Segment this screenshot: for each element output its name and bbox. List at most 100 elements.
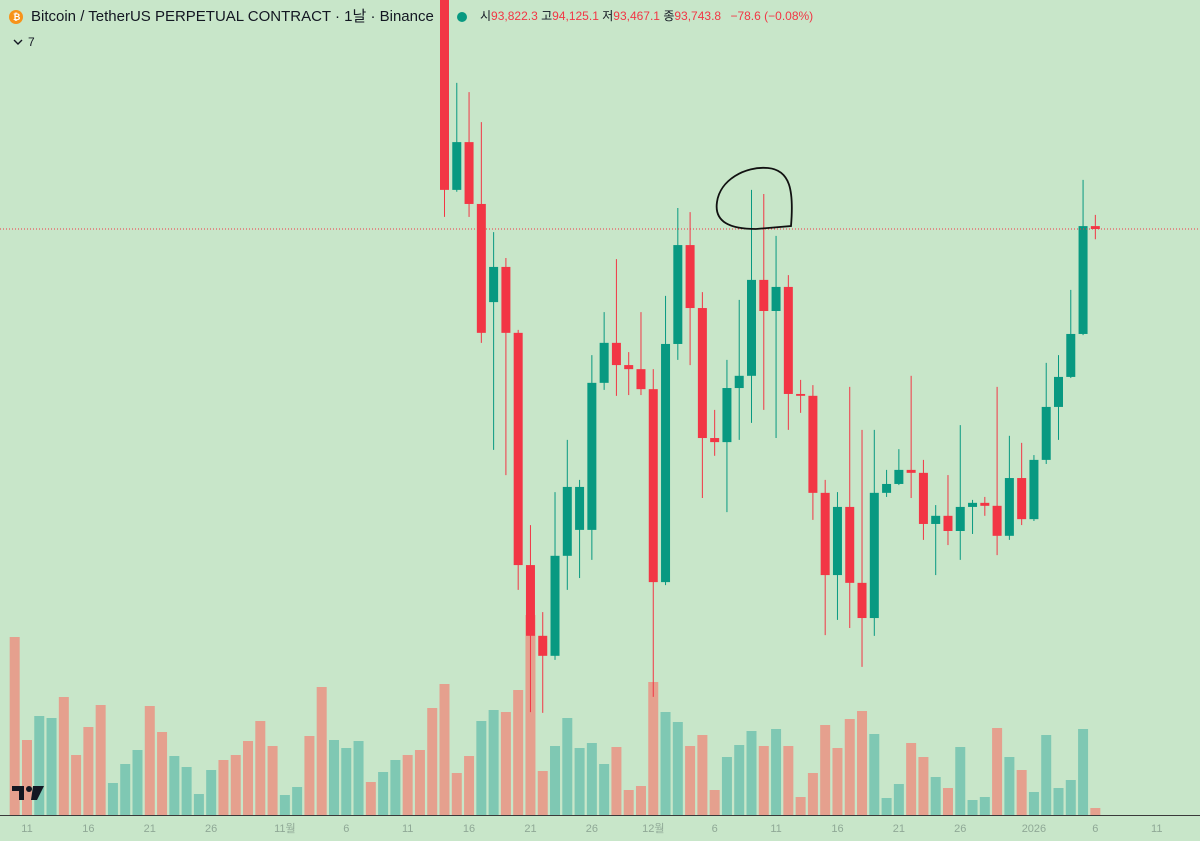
x-axis: 11 16 21 26 11월 6 11 16 21 26 12월 6 11 16 21 26 2026 6 11: [21, 822, 1162, 835]
tradingview-logo: [12, 786, 44, 800]
open-label: 시: [480, 9, 491, 23]
volume-bar: [476, 721, 487, 815]
volume-bar: [832, 748, 843, 815]
volume-bar: [525, 615, 536, 815]
candle-body: [636, 369, 646, 390]
volume-bar: [685, 746, 696, 815]
candle-body: [992, 505, 1002, 536]
logo-part: [26, 786, 32, 792]
candles: [440, 0, 1100, 713]
volume-bar: [869, 734, 880, 815]
volume-bar: [83, 727, 94, 815]
bitcoin-icon: [9, 10, 23, 24]
volume-bar: [648, 682, 659, 815]
volume-bar: [721, 757, 732, 815]
close-value: 93,743.8: [674, 9, 721, 23]
volume-bar: [451, 773, 462, 815]
volume-bar: [550, 746, 561, 815]
x-tick-label: 2026: [1022, 823, 1046, 835]
volume-bar: [599, 764, 610, 815]
x-tick-label: 16: [463, 823, 475, 835]
volume-bar: [46, 718, 57, 815]
hand-drawn-circle: [715, 167, 793, 230]
volume-bar: [881, 798, 892, 815]
candle-body: [1004, 478, 1014, 536]
candle-body: [845, 506, 855, 583]
candle-body: [685, 245, 695, 309]
volume-bar: [930, 777, 941, 815]
x-tick-label: 26: [205, 823, 217, 835]
candle-body: [587, 382, 597, 530]
candle-body: [538, 635, 548, 656]
candle-body: [513, 332, 523, 566]
volume-bar: [562, 718, 573, 815]
candle-body: [1090, 226, 1100, 230]
volume-bar: [304, 736, 315, 815]
change-value: −78.6 (−0.08%): [730, 9, 813, 23]
candle-body: [857, 582, 867, 619]
candle-body: [1029, 459, 1039, 520]
candle-body: [648, 389, 658, 583]
volume-bar: [206, 770, 217, 815]
volume-bar: [1041, 735, 1052, 815]
candle-body: [931, 515, 941, 524]
candle-body: [1041, 406, 1051, 460]
x-tick-label: 12월: [642, 822, 664, 835]
volume-bar: [390, 760, 401, 815]
volume-bar: [807, 773, 818, 815]
candle-body: [918, 472, 928, 524]
candle-body: [575, 486, 585, 530]
volume-bar: [537, 771, 548, 815]
x-tick-label: 11: [770, 823, 781, 835]
candle-body: [489, 266, 499, 303]
volume-bar: [795, 797, 806, 815]
candle-body: [697, 308, 707, 439]
volume-bar: [95, 705, 106, 815]
volume-bar: [365, 782, 376, 815]
candle-body: [906, 469, 916, 473]
x-tick-label: 11월: [274, 822, 296, 835]
volume-bar: [353, 741, 364, 815]
candle-body: [476, 203, 486, 333]
candle-body: [832, 506, 842, 576]
x-tick-label: 6: [712, 823, 718, 835]
candle-body: [1066, 333, 1076, 377]
candle-body: [1017, 478, 1027, 520]
candle-body: [562, 486, 572, 556]
volume-bar: [1078, 729, 1089, 815]
volume-bar: [230, 755, 241, 815]
x-tick-label: 6: [343, 823, 349, 835]
ohlc-header: 시93,822.3 고94,125.1 저93,467.1 종93,743.8 …: [480, 9, 813, 23]
volume-bar: [1090, 808, 1101, 815]
candle-body: [783, 286, 793, 394]
volume-bar: [746, 731, 757, 815]
x-tick-label: 16: [82, 823, 94, 835]
volume-bar: [218, 760, 229, 815]
indicator-count[interactable]: 7: [28, 35, 35, 49]
volume-bar: [427, 708, 438, 815]
candle-body: [440, 0, 449, 190]
chart-title: Bitcoin / TetherUS PERPETUAL CONTRACT · …: [31, 8, 434, 25]
logo-part: [31, 786, 44, 800]
candle-body: [550, 555, 560, 656]
collapse-toggle[interactable]: [13, 39, 23, 45]
candle-body: [808, 395, 818, 493]
x-tick-label: 11: [402, 823, 413, 835]
volume-bar: [967, 800, 978, 815]
candle-body: [943, 515, 953, 531]
low-value: 93,467.1: [613, 9, 660, 23]
candle-body: [661, 343, 671, 583]
candle-body: [894, 469, 904, 484]
volume-bar: [513, 690, 524, 815]
x-tick-label: 21: [144, 823, 156, 835]
volume-bar: [292, 787, 303, 815]
volume-bar: [635, 786, 646, 815]
volume-bar: [783, 746, 794, 815]
volume-bar: [942, 788, 953, 815]
volume-bar: [107, 783, 118, 815]
volume-bar: [1053, 788, 1064, 815]
volume-bar: [697, 735, 708, 815]
volume-pane: [9, 615, 1101, 815]
volume-bar: [758, 746, 769, 815]
